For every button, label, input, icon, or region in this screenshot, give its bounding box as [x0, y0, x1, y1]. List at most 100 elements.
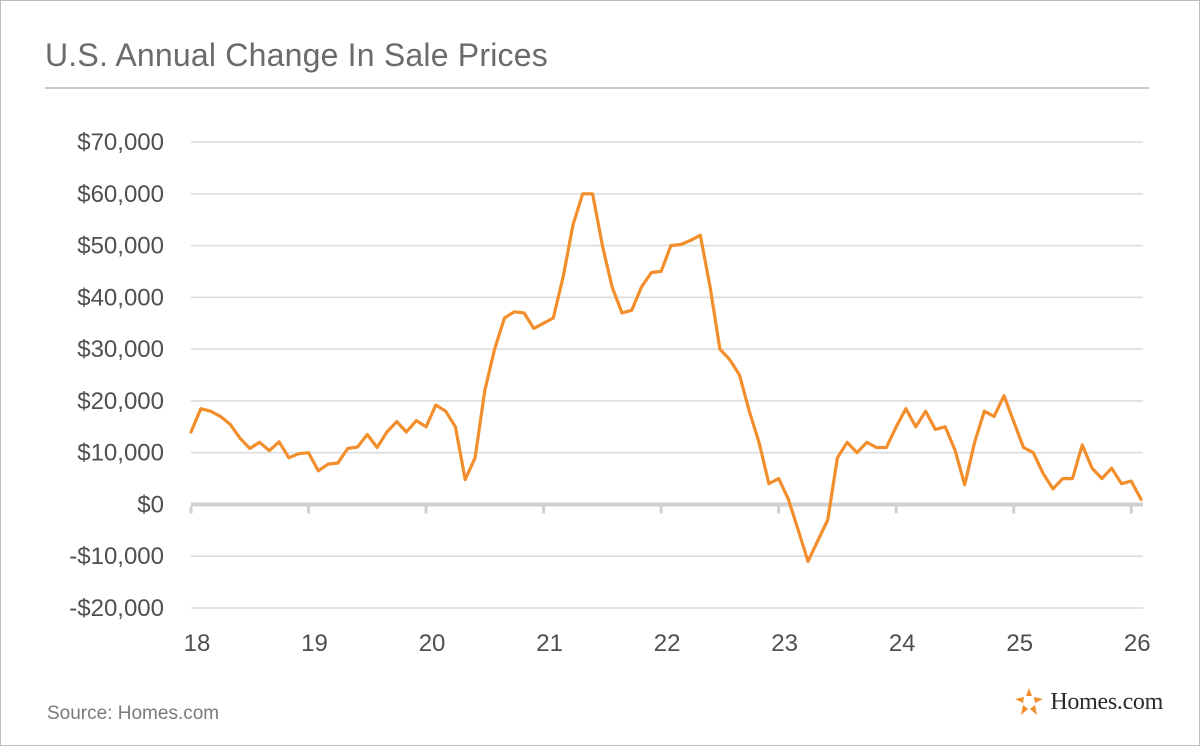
- data-point: [258, 441, 260, 443]
- data-point: [885, 446, 887, 448]
- data-point: [249, 447, 251, 449]
- data-point: [327, 463, 329, 465]
- source-note: Source: Homes.com: [47, 703, 220, 724]
- data-point: [1110, 467, 1112, 469]
- data-point: [964, 484, 966, 486]
- data-point: [542, 322, 544, 324]
- data-point: [386, 431, 388, 433]
- data-point: [1062, 477, 1064, 479]
- data-point: [699, 234, 701, 236]
- brand-name: Homes.com: [1050, 688, 1163, 715]
- chart-title: U.S. Annual Change In Sale Prices: [45, 37, 548, 73]
- data-point: [376, 446, 378, 448]
- data-point: [1022, 446, 1024, 448]
- data-point: [533, 327, 535, 329]
- data-point: [1130, 480, 1132, 482]
- brand-logo: Homes.com: [1014, 687, 1163, 717]
- data-point: [748, 410, 750, 412]
- data-point: [464, 478, 466, 480]
- data-point: [1081, 444, 1083, 446]
- title-divider: [45, 87, 1149, 89]
- data-point: [709, 286, 711, 288]
- data-point: [513, 311, 515, 313]
- y-tick-label: $30,000: [77, 336, 164, 363]
- data-point: [934, 428, 936, 430]
- x-tick-label: 19: [301, 630, 328, 657]
- data-point: [415, 419, 417, 421]
- y-tick-label: $0: [137, 491, 164, 518]
- data-point: [650, 271, 652, 273]
- y-tick-label: $40,000: [77, 284, 164, 311]
- x-tick-label: 26: [1124, 630, 1151, 657]
- data-point: [1120, 483, 1122, 485]
- data-point: [944, 426, 946, 428]
- data-point: [631, 309, 633, 311]
- x-tick-label: 25: [1006, 630, 1033, 657]
- data-point: [1091, 467, 1093, 469]
- grid-lines: [191, 141, 1143, 609]
- data-point: [954, 449, 956, 451]
- data-point: [503, 317, 505, 319]
- data-point: [1013, 420, 1015, 422]
- y-tick-label: $20,000: [77, 388, 164, 415]
- data-point: [1003, 395, 1005, 397]
- data-point: [895, 426, 897, 428]
- data-point: [777, 477, 779, 479]
- data-point: [552, 317, 554, 319]
- data-point: [562, 275, 564, 277]
- data-point: [200, 407, 202, 409]
- data-point: [846, 441, 848, 443]
- data-point: [826, 519, 828, 521]
- data-point: [405, 431, 407, 433]
- data-point: [680, 243, 682, 245]
- data-point: [983, 410, 985, 412]
- data-point: [797, 529, 799, 531]
- data-point: [1042, 472, 1044, 474]
- y-axis-tick-labels: $70,000 $60,000 $50,000 $40,000 $30,000 $20,0…: [69, 129, 164, 622]
- data-point: [1140, 498, 1142, 500]
- data-point: [768, 483, 770, 485]
- data-point: [278, 441, 280, 443]
- data-point: [807, 560, 809, 562]
- series-line: [189, 192, 1143, 563]
- data-point: [307, 451, 309, 453]
- data-point: [582, 193, 584, 195]
- x-tick-label: 22: [654, 630, 681, 657]
- data-point: [219, 415, 221, 417]
- data-point: [591, 193, 593, 195]
- data-point: [523, 312, 525, 314]
- data-point: [611, 286, 613, 288]
- data-point: [1101, 477, 1103, 479]
- data-point: [973, 441, 975, 443]
- data-point: [905, 407, 907, 409]
- data-point: [474, 457, 476, 459]
- data-point: [866, 441, 868, 443]
- data-point: [425, 426, 427, 428]
- data-point: [660, 270, 662, 272]
- data-point: [493, 348, 495, 350]
- data-point: [993, 415, 995, 417]
- data-point: [915, 426, 917, 428]
- data-point: [484, 389, 486, 391]
- data-point: [817, 539, 819, 541]
- y-tick-label: $50,000: [77, 233, 164, 260]
- x-tick-label: 21: [536, 630, 563, 657]
- data-point: [572, 224, 574, 226]
- data-point: [836, 457, 838, 459]
- homes-star-logo-icon: [1015, 688, 1044, 715]
- data-point: [356, 446, 358, 448]
- data-point: [337, 462, 339, 464]
- data-point: [435, 404, 437, 406]
- data-point: [728, 358, 730, 360]
- data-point: [787, 498, 789, 500]
- data-point: [1032, 451, 1034, 453]
- x-tick-label: 20: [419, 630, 446, 657]
- data-point: [738, 374, 740, 376]
- data-point: [875, 446, 877, 448]
- data-point: [856, 451, 858, 453]
- data-point: [758, 441, 760, 443]
- data-point: [298, 453, 300, 455]
- y-tick-label: $60,000: [77, 181, 164, 208]
- x-axis-tick-labels: 18 19 20 21 22 23 24 25 26: [184, 630, 1151, 657]
